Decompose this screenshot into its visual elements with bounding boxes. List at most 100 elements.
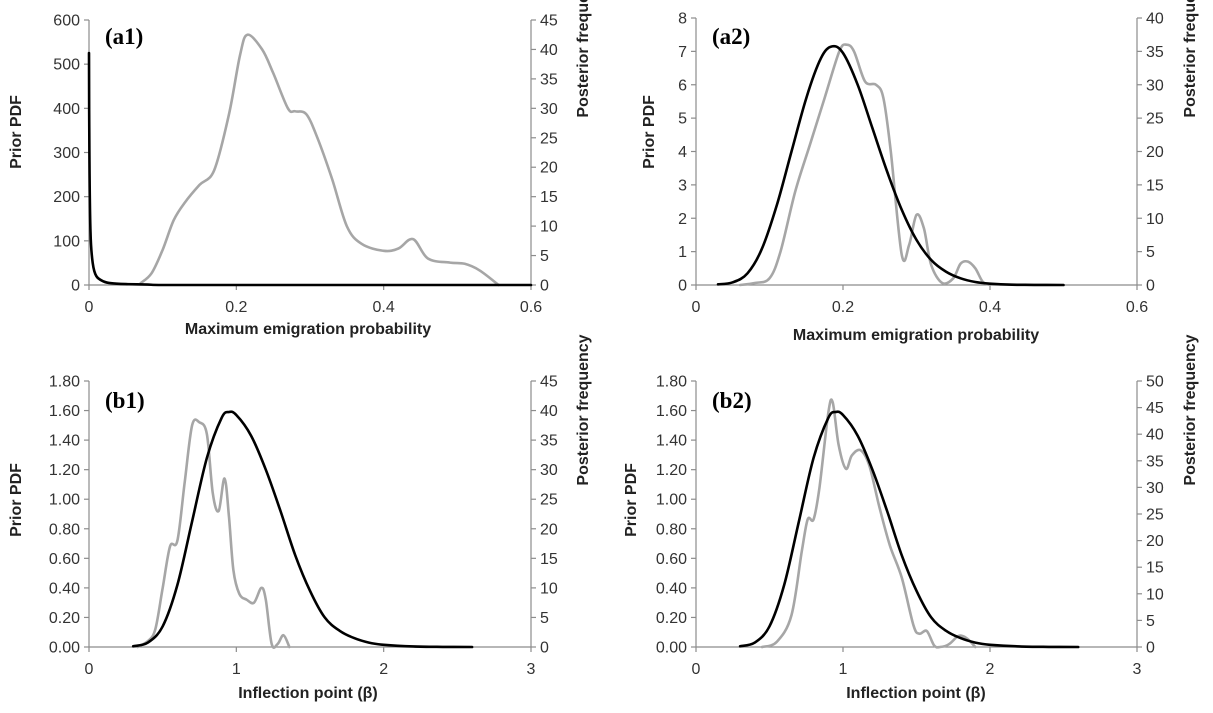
y-tick-label: 0.40 xyxy=(656,580,687,597)
y2-tick-label: 35 xyxy=(540,71,558,88)
y2-tick-label: 20 xyxy=(1146,144,1164,161)
y2-tick-label: 30 xyxy=(540,101,558,118)
y2-tick-label: 25 xyxy=(540,492,558,509)
y2-tick-label: 35 xyxy=(1146,453,1164,470)
y-tick-label: 0.00 xyxy=(656,640,687,657)
y-tick-label: 1.20 xyxy=(656,462,687,479)
y2-tick-label: 5 xyxy=(1146,244,1155,261)
y-tick-label: 1.00 xyxy=(656,492,687,509)
y2-tick-label: 15 xyxy=(1146,560,1164,577)
x-tick-label: 1 xyxy=(232,661,241,678)
y-tick-label: 5 xyxy=(678,111,687,128)
y2-tick-label: 15 xyxy=(540,189,558,206)
y-tick-label: 0.60 xyxy=(49,551,80,568)
y-tick-label: 0.20 xyxy=(656,610,687,627)
x-tick-label: 2 xyxy=(986,661,995,678)
x-tick-label: 0.4 xyxy=(979,299,1001,316)
y2-axis-title: Posterior frequency xyxy=(575,0,592,118)
x-axis-title: Maximum emigration probability xyxy=(793,327,1039,344)
y-tick-label: 200 xyxy=(53,189,80,206)
x-tick-label: 1 xyxy=(839,661,848,678)
x-tick-label: 0.6 xyxy=(1126,299,1148,316)
y2-tick-label: 40 xyxy=(1146,11,1164,28)
y-tick-label: 6 xyxy=(678,77,687,94)
x-tick-label: 3 xyxy=(527,661,536,678)
y2-tick-label: 15 xyxy=(1146,177,1164,194)
prior-pdf-line xyxy=(716,44,1065,287)
y2-tick-label: 5 xyxy=(540,248,549,265)
x-axis-title: Inflection point (β) xyxy=(846,685,986,702)
y2-tick-label: 20 xyxy=(540,160,558,177)
y2-axis-title: Posterior frequency xyxy=(1182,334,1199,485)
y-tick-label: 8 xyxy=(678,11,687,28)
y2-tick-label: 30 xyxy=(1146,480,1164,497)
y2-tick-label: 0 xyxy=(540,640,549,657)
y-tick-label: 7 xyxy=(678,44,687,61)
y-tick-label: 1.60 xyxy=(656,403,687,420)
panel-b1: 0.00 0.20 0.40 0.60 0.80 1.00 1.20 1.40 1.60 1.80… xyxy=(8,334,592,702)
y-tick-label: 1.60 xyxy=(49,403,80,420)
y-tick-label: 1.40 xyxy=(656,433,687,450)
y-axis-title: Prior PDF xyxy=(641,95,658,169)
x-axis-title: Inflection point (β) xyxy=(238,685,378,702)
prior-pdf-line xyxy=(738,410,1080,649)
y-tick-label: 1.40 xyxy=(49,433,80,450)
y2-tick-label: 30 xyxy=(540,462,558,479)
y-axis-title: Prior PDF xyxy=(8,95,25,169)
y-tick-label: 0 xyxy=(678,278,687,295)
y-tick-label: 1 xyxy=(678,244,687,261)
panel-a2: 0 1 2 3 4 5 6 7 8 0 5 10 15 20 25 30 35 40 0 0.2 0.4 0.6 Maxim… xyxy=(641,0,1199,344)
prior-pdf-line xyxy=(131,410,474,649)
panel-label: (a1) xyxy=(105,24,143,49)
y-tick-label: 0.40 xyxy=(49,580,80,597)
y-tick-label: 0.80 xyxy=(49,521,80,538)
y2-tick-label: 5 xyxy=(1146,613,1155,630)
y-tick-label: 0.00 xyxy=(49,640,80,657)
y2-tick-label: 25 xyxy=(540,130,558,147)
x-tick-label: 0 xyxy=(692,661,701,678)
y2-tick-label: 45 xyxy=(1146,400,1164,417)
x-tick-label: 0 xyxy=(85,299,94,316)
y-tick-label: 1.20 xyxy=(49,462,80,479)
y-tick-label: 1.80 xyxy=(656,374,687,391)
y2-tick-label: 45 xyxy=(540,13,558,30)
y2-tick-label: 35 xyxy=(1146,44,1164,61)
panel-label: (b2) xyxy=(712,388,752,413)
y2-axis-title: Posterior frequency xyxy=(575,334,592,485)
y-tick-label: 0 xyxy=(71,278,80,295)
panel-a1: 0 100 200 300 400 500 600 0 5 10 15 20 25 30 35 40 45 0 0.… xyxy=(8,0,592,338)
y2-tick-label: 0 xyxy=(540,278,549,295)
y-axis-title: Prior PDF xyxy=(8,463,25,537)
y2-tick-label: 0 xyxy=(1146,278,1155,295)
y-tick-label: 3 xyxy=(678,177,687,194)
y2-tick-label: 15 xyxy=(540,551,558,568)
y2-tick-label: 10 xyxy=(1146,211,1164,228)
y2-tick-label: 50 xyxy=(1146,374,1164,391)
y2-tick-label: 5 xyxy=(540,610,549,627)
y2-tick-label: 10 xyxy=(1146,586,1164,603)
y-tick-label: 300 xyxy=(53,145,80,162)
y-tick-label: 600 xyxy=(53,13,80,30)
x-axis-title: Maximum emigration probability xyxy=(185,321,431,338)
panel-label: (a2) xyxy=(712,24,750,49)
y-tick-label: 1.80 xyxy=(49,374,80,391)
posterior-frequency-line xyxy=(738,43,992,287)
x-tick-label: 0.2 xyxy=(225,299,247,316)
y2-tick-label: 25 xyxy=(1146,507,1164,524)
y2-tick-label: 30 xyxy=(1146,77,1164,94)
x-tick-label: 0.4 xyxy=(373,299,395,316)
panel-b2: 0.00 0.20 0.40 0.60 0.80 1.00 1.20 1.40 1.60 1.80… xyxy=(623,334,1199,702)
y2-tick-label: 0 xyxy=(1146,640,1155,657)
x-tick-label: 2 xyxy=(379,661,388,678)
y2-tick-label: 20 xyxy=(1146,533,1164,550)
y2-axis-title: Posterior frequency xyxy=(1182,0,1199,118)
y-tick-label: 100 xyxy=(53,233,80,250)
y2-tick-label: 45 xyxy=(540,374,558,391)
y-tick-label: 1.00 xyxy=(49,492,80,509)
y2-tick-label: 35 xyxy=(540,433,558,450)
y-tick-label: 400 xyxy=(53,101,80,118)
x-tick-label: 0 xyxy=(692,299,701,316)
y2-tick-label: 10 xyxy=(540,219,558,236)
y-axis-title: Prior PDF xyxy=(623,463,640,537)
